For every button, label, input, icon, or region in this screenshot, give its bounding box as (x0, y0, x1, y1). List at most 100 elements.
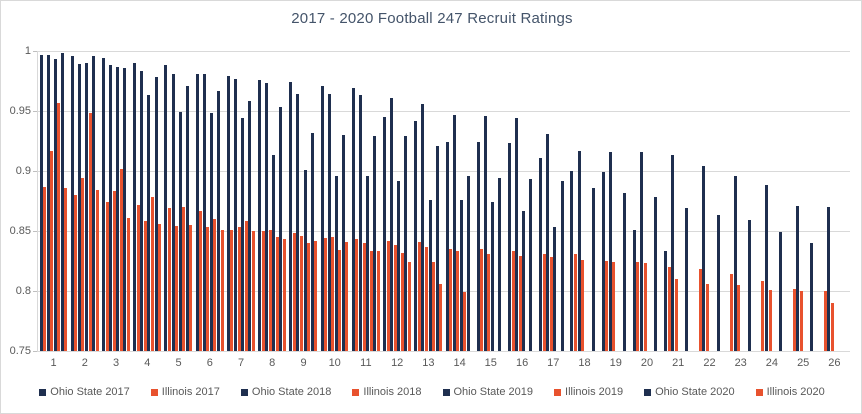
bar-illinois-2017-rank-14 (449, 249, 453, 351)
bar-ohio-state-2017-rank-14 (445, 142, 449, 351)
bar-ohio-state-2017-rank-10 (320, 85, 324, 351)
x-axis-label: 13 (422, 357, 435, 369)
bar-ohio-state-2020-rank-10 (341, 135, 345, 351)
bar-ohio-state-2018-rank-26 (827, 207, 831, 351)
bar-ohio-state-2018-rank-21 (671, 155, 675, 351)
bar-illinois-2020-rank-5 (189, 225, 193, 351)
bar-illinois-2020-rank-12 (407, 262, 411, 351)
bar-ohio-state-2018-rank-3 (109, 65, 113, 351)
x-axis-label: 18 (578, 357, 591, 369)
bar-ohio-state-2017-rank-15 (476, 142, 480, 351)
bar-illinois-2019-rank-10 (338, 250, 342, 351)
bar-ohio-state-2018-rank-20 (640, 151, 644, 351)
bar-ohio-state-2017-rank-7 (226, 76, 230, 351)
legend-swatch-icon (240, 388, 248, 396)
bar-ohio-state-2018-rank-16 (515, 118, 519, 351)
bar-ohio-state-2018-rank-14 (452, 114, 456, 351)
bar-illinois-2017-rank-8 (261, 231, 265, 351)
bar-ohio-state-2018-rank-9 (296, 94, 300, 351)
bar-ohio-state-2020-rank-13 (435, 145, 439, 351)
bar-illinois-2017-rank-24 (761, 281, 765, 351)
bar-illinois-2018-rank-15 (487, 253, 491, 351)
bar-ohio-state-2017-rank-16 (508, 143, 512, 351)
x-axis-label: 20 (640, 357, 654, 369)
bar-illinois-2017-rank-7 (230, 229, 234, 351)
bar-ohio-state-2020-rank-14 (466, 175, 470, 351)
legend-item-ohio-state-2020: Ohio State 2020 (644, 386, 735, 398)
legend-swatch-icon (554, 388, 562, 396)
bar-illinois-2019-rank-2 (88, 113, 92, 351)
bar-illinois-2020-rank-3 (126, 217, 130, 351)
bar-ohio-state-2020-rank-4 (154, 77, 158, 351)
bar-ohio-state-2017-rank-1 (39, 54, 43, 351)
bar-illinois-2018-rank-26 (830, 303, 834, 351)
x-axis-label: 8 (269, 357, 276, 369)
bar-ohio-state-2020-rank-9 (310, 132, 314, 351)
bar-ohio-state-2018-rank-8 (265, 83, 269, 351)
bar-illinois-2017-rank-23 (730, 274, 734, 351)
gridline (37, 351, 850, 352)
bar-ohio-state-2017-rank-11 (351, 88, 355, 351)
bar-ohio-state-2017-rank-19 (601, 172, 605, 351)
bar-illinois-2018-rank-12 (393, 245, 397, 351)
bar-ohio-state-2018-rank-19 (608, 151, 612, 351)
bar-illinois-2020-rank-9 (314, 240, 318, 351)
x-axis-label: 25 (797, 357, 810, 369)
y-axis-label: 0.85 (9, 225, 31, 237)
bar-illinois-2018-rank-9 (300, 235, 304, 351)
gridline (37, 51, 850, 52)
bar-illinois-2018-rank-2 (81, 178, 85, 351)
bar-ohio-state-2019-rank-14 (459, 199, 463, 351)
bar-illinois-2019-rank-3 (119, 168, 123, 351)
bar-illinois-2018-rank-23 (737, 285, 741, 351)
y-axis-tick (33, 351, 37, 352)
bar-ohio-state-2019-rank-10 (334, 175, 338, 351)
bar-illinois-2019-rank-11 (369, 251, 373, 351)
bar-ohio-state-2019-rank-15 (490, 202, 494, 351)
bar-illinois-2019-rank-9 (307, 243, 311, 351)
bar-illinois-2020-rank-10 (345, 241, 349, 351)
bar-ohio-state-2019-rank-17 (553, 227, 557, 351)
bar-illinois-2018-rank-11 (362, 243, 366, 351)
bar-illinois-2017-rank-21 (667, 267, 671, 351)
bar-ohio-state-2017-rank-3 (102, 58, 106, 351)
y-axis-label: 1 (24, 45, 31, 57)
bar-illinois-2020-rank-11 (376, 251, 380, 351)
legend-label: Ohio State 2020 (655, 386, 735, 398)
bar-illinois-2019-rank-6 (213, 219, 217, 351)
bar-ohio-state-2018-rank-2 (77, 64, 81, 351)
bar-ohio-state-2020-rank-16 (529, 179, 533, 351)
bar-illinois-2019-rank-14 (463, 292, 467, 351)
bar-ohio-state-2017-rank-6 (195, 73, 199, 351)
legend-swatch-icon (39, 388, 47, 396)
legend-label: Illinois 2019 (565, 386, 624, 398)
x-axis-label: 6 (206, 357, 213, 369)
bar-illinois-2017-rank-16 (511, 251, 515, 351)
bar-ohio-state-2020-rank-21 (685, 208, 689, 351)
bar-ohio-state-2017-rank-2 (70, 55, 74, 351)
bar-illinois-2019-rank-4 (150, 197, 154, 351)
bar-illinois-2017-rank-5 (168, 208, 172, 351)
bar-ohio-state-2020-rank-12 (404, 136, 408, 351)
x-axis-label: 22 (703, 357, 716, 369)
legend-swatch-icon (442, 388, 450, 396)
y-axis-tick (33, 231, 37, 232)
bar-ohio-state-2020-rank-5 (185, 85, 189, 351)
bar-ohio-state-2020-rank-18 (591, 187, 595, 351)
bar-illinois-2018-rank-18 (581, 259, 585, 351)
y-axis-tick (33, 291, 37, 292)
bar-illinois-2017-rank-1 (43, 186, 47, 351)
legend-label: Ohio State 2018 (251, 386, 332, 398)
x-axis-label: 19 (609, 357, 622, 369)
bar-ohio-state-2018-rank-5 (171, 73, 175, 351)
bar-ohio-state-2018-rank-17 (546, 133, 550, 351)
bar-illinois-2019-rank-7 (244, 221, 248, 351)
bar-illinois-2020-rank-13 (439, 283, 443, 351)
bar-illinois-2017-rank-26 (823, 291, 827, 351)
bar-illinois-2017-rank-6 (199, 210, 203, 351)
x-axis-label: 23 (734, 357, 747, 369)
bar-ohio-state-2018-rank-12 (390, 97, 394, 351)
bar-illinois-2017-rank-22 (698, 269, 702, 351)
x-axis-label: 2 (81, 357, 88, 369)
